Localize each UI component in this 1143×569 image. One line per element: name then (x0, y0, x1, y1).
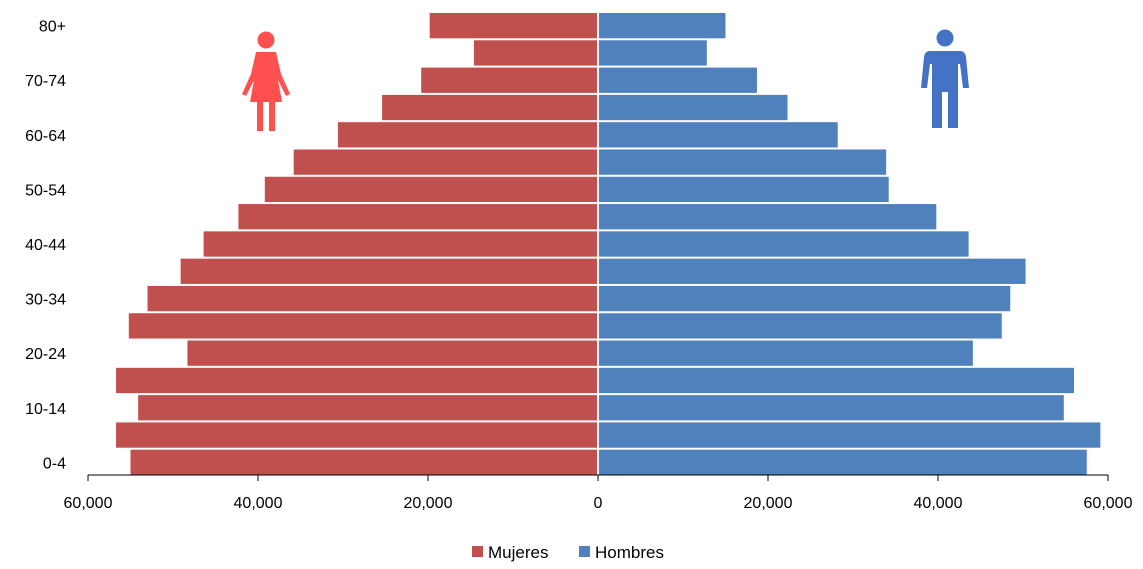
bar-mujeres-75-79 (473, 40, 598, 66)
legend-label-mujeres: Mujeres (488, 543, 548, 562)
y-tick-label: 40-44 (25, 237, 66, 254)
bar-hombres-35-39 (598, 258, 1026, 284)
x-tick-label: 60,000 (1084, 495, 1133, 512)
x-tick-label: 40,000 (234, 495, 283, 512)
y-tick-label: 20-24 (25, 346, 66, 363)
female-icon-head (257, 31, 275, 49)
bar-mujeres-40-44 (203, 231, 598, 257)
bar-hombres-30-34 (598, 285, 1011, 312)
y-tick-label: 50-54 (25, 182, 66, 199)
bar-mujeres-5-9 (116, 422, 599, 448)
bar-mujeres-60-64 (337, 122, 598, 148)
bar-hombres-60-64 (598, 122, 838, 148)
x-tick-label: 20,000 (744, 495, 793, 512)
bar-hombres-20-24 (598, 340, 973, 366)
y-tick-label: 70-74 (25, 73, 66, 90)
male-icon-body (921, 51, 969, 128)
bar-mujeres-50-54 (264, 176, 598, 203)
legend-swatch-hombres (579, 546, 590, 557)
bar-hombres-15-19 (598, 367, 1074, 394)
female-icon-body (242, 52, 290, 131)
bar-hombres-25-29 (598, 313, 1002, 339)
x-axis: 60,000 40,000 20,000 0 20,000 40,000 60,000 (64, 474, 1133, 512)
bar-mujeres-55-59 (293, 149, 598, 175)
bar-hombres-70-74 (598, 67, 757, 93)
bar-mujeres-70-74 (421, 67, 598, 93)
bar-mujeres-20-24 (187, 340, 598, 366)
bar-hombres-50-54 (598, 176, 889, 203)
legend: Mujeres Hombres (472, 543, 664, 562)
bar-hombres-80+ (598, 13, 726, 39)
male-icon-head (936, 29, 954, 47)
bar-mujeres-30-34 (147, 285, 598, 312)
bar-hombres-40-44 (598, 231, 969, 257)
y-tick-label: 30-34 (25, 292, 66, 309)
bar-mujeres-0-4 (130, 449, 598, 475)
mujeres-bars (116, 13, 599, 475)
female-person-icon (242, 31, 290, 131)
bar-mujeres-45-49 (238, 204, 598, 230)
male-person-icon (921, 29, 969, 128)
y-tick-label: 80+ (39, 19, 66, 36)
bar-mujeres-15-19 (116, 367, 599, 394)
bar-hombres-0-4 (598, 449, 1087, 475)
y-tick-label: 10-14 (25, 401, 66, 418)
bar-hombres-55-59 (598, 149, 887, 175)
legend-label-hombres: Hombres (595, 543, 664, 562)
x-tick-label: 0 (594, 495, 603, 512)
bar-hombres-75-79 (598, 40, 707, 66)
legend-swatch-mujeres (472, 546, 483, 557)
y-axis: 0-4 10-14 20-24 30-34 40-44 50-54 60-64 70-74 80… (25, 19, 66, 473)
bar-mujeres-65-69 (382, 94, 598, 121)
x-tick-label: 60,000 (64, 495, 113, 512)
bar-mujeres-35-39 (180, 258, 598, 284)
x-tick-label: 40,000 (914, 495, 963, 512)
bar-hombres-65-69 (598, 94, 788, 121)
bar-mujeres-10-14 (138, 395, 598, 421)
y-tick-label: 0-4 (43, 455, 66, 472)
bar-mujeres-80+ (429, 13, 598, 39)
bar-hombres-45-49 (598, 204, 937, 230)
bar-mujeres-25-29 (128, 313, 599, 339)
hombres-bars (598, 13, 1101, 475)
y-tick-label: 60-64 (25, 128, 66, 145)
bar-hombres-10-14 (598, 395, 1064, 421)
bar-hombres-5-9 (598, 422, 1101, 448)
x-tick-label: 20,000 (404, 495, 453, 512)
